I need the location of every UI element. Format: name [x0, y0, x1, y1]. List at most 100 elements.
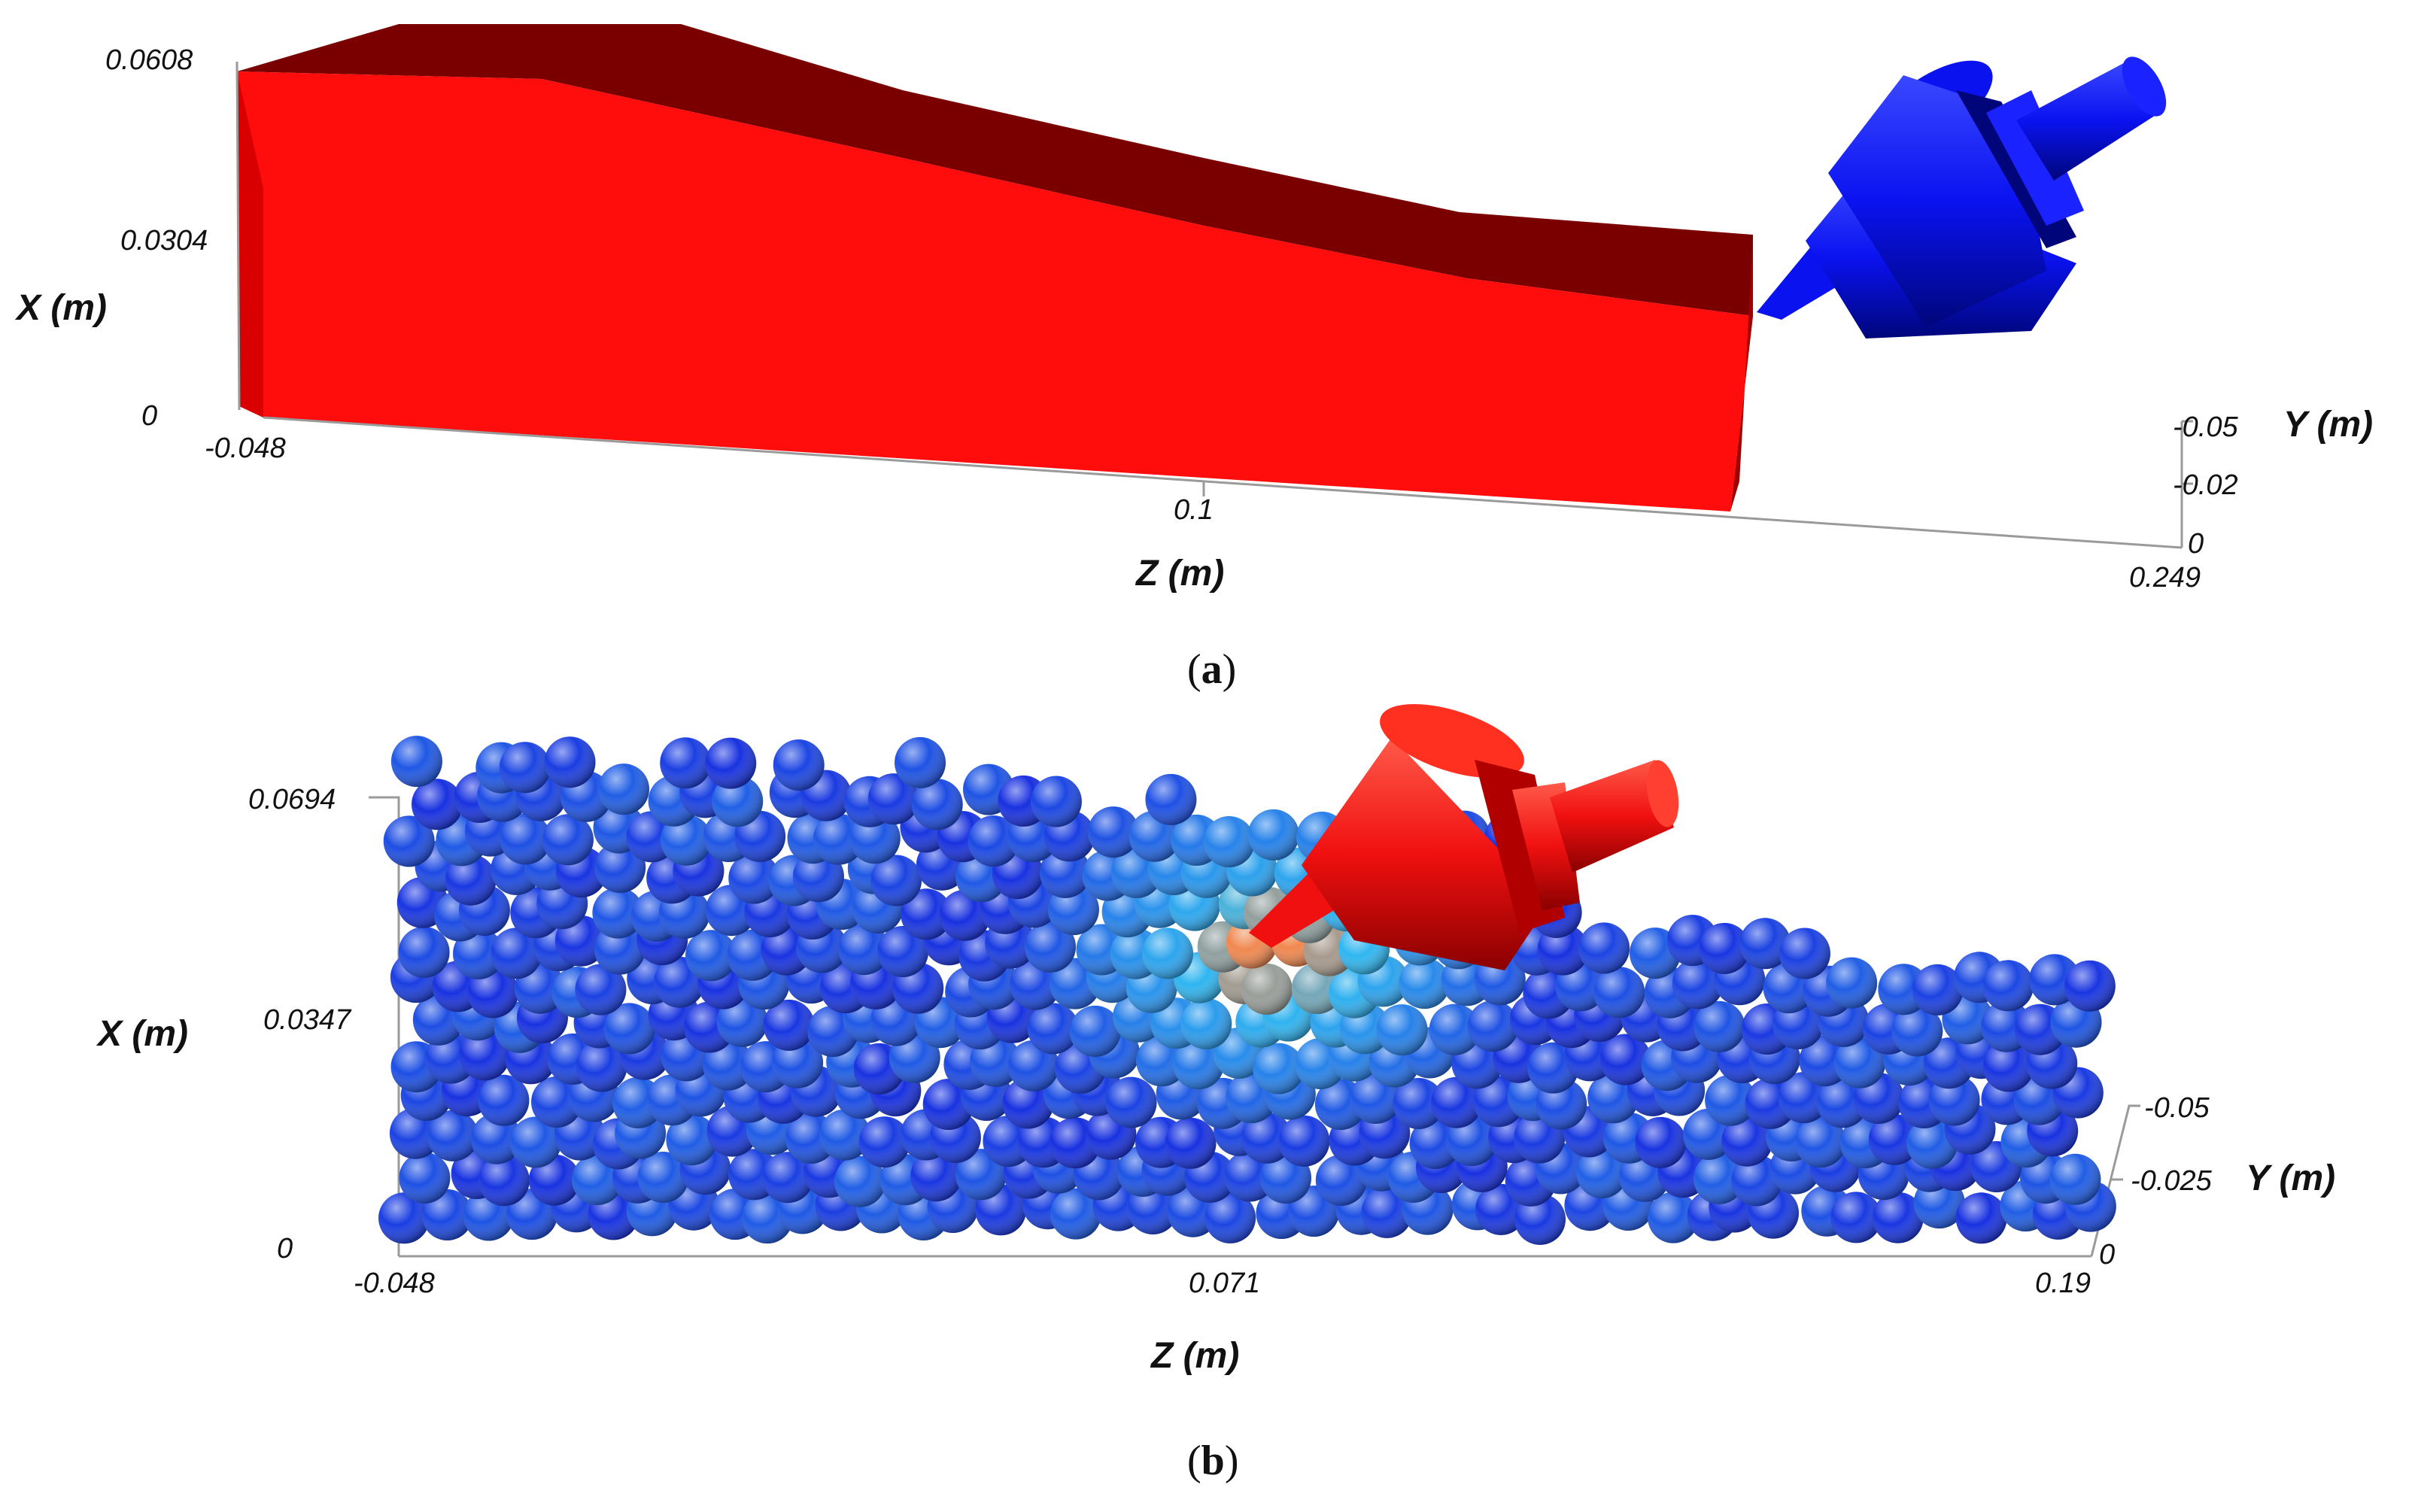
particle-shading — [1204, 1192, 1256, 1243]
particle-shading — [661, 814, 712, 866]
particle-shading — [592, 887, 644, 939]
y-axis-label-b: Y (m) — [2246, 1158, 2335, 1198]
particle-shading — [1241, 1112, 1293, 1164]
particle-shading — [1694, 1152, 1745, 1204]
particle-shading — [728, 852, 780, 904]
particle-shading — [470, 1113, 522, 1164]
particle-shading — [1731, 1155, 1782, 1207]
particle-bed — [378, 736, 2116, 1245]
y-tick-a-2: 0 — [2188, 528, 2204, 560]
particle-shading — [1891, 1005, 1943, 1057]
particle-shading — [1105, 1076, 1157, 1128]
z-tick-b-2: 0.19 — [2035, 1268, 2091, 1299]
z-tick-b-1: 0.071 — [1189, 1268, 1260, 1299]
z-axis-line-a — [263, 416, 2183, 549]
particle-shading — [421, 1189, 473, 1240]
particle-shading — [500, 813, 551, 865]
particle-shading — [399, 1152, 451, 1204]
x-axis-label-b: X (m) — [96, 1014, 188, 1054]
particle-shading — [968, 815, 1019, 867]
particle-shading — [1253, 1043, 1305, 1095]
particle-shading — [499, 742, 551, 794]
particle-shading — [867, 773, 919, 825]
particle-shading — [1868, 1113, 1920, 1165]
particle-shading — [378, 1192, 430, 1244]
particle-shading — [1027, 1003, 1079, 1055]
particle-shading — [544, 736, 596, 788]
particle-shading — [1241, 963, 1293, 1015]
particle-shading — [773, 739, 825, 791]
particle-shading — [1278, 1115, 1330, 1167]
particle-shading — [1514, 1193, 1566, 1245]
z-tick-a-1: 0.1 — [1174, 494, 1214, 526]
particle-shading — [467, 967, 519, 1019]
particle-shading — [1721, 1115, 1773, 1167]
particle-shading — [1165, 1117, 1217, 1169]
particle-shading — [858, 1116, 910, 1168]
x-axis-label-a: X (m) — [14, 288, 107, 328]
particle-shading — [1069, 1005, 1121, 1057]
particle-shading — [1087, 806, 1139, 858]
particle-shading — [542, 814, 594, 866]
particle-shading — [813, 813, 864, 865]
x-tick-a-0: 0.0608 — [105, 44, 193, 76]
y-axis-label-a: Y (m) — [2283, 405, 2373, 445]
particle-shading — [390, 736, 442, 788]
y-tick-b-2: 0 — [2099, 1239, 2115, 1271]
particle-shading — [716, 995, 768, 1047]
particle-shading — [1142, 928, 1193, 979]
particle-shading — [445, 854, 497, 906]
particle-shading — [895, 736, 946, 788]
particle-shading — [412, 779, 463, 830]
particle-shading — [1050, 1188, 1101, 1240]
particle-shading — [594, 923, 646, 975]
particle-shading — [1694, 1000, 1745, 1052]
particle-shading — [1578, 922, 1630, 974]
particle-shading — [1474, 954, 1526, 1006]
particle-shading — [510, 1116, 561, 1168]
z-axis-label-b: Z (m) — [1150, 1336, 1239, 1376]
particle-shading — [1467, 1000, 1519, 1052]
particle-shading — [598, 764, 649, 815]
particle-shading — [1173, 1038, 1224, 1090]
particle-shading — [712, 776, 764, 827]
z-tick-a-0: -0.048 — [205, 433, 286, 464]
particle-shading — [792, 851, 844, 903]
particle-shading — [705, 737, 757, 789]
particle-shading — [1834, 1037, 1886, 1088]
particle-shading — [1247, 809, 1299, 861]
y-tick-a-1: -0.02 — [2173, 469, 2238, 501]
z-tick-a-2: 0.249 — [2129, 562, 2201, 594]
particle-shading — [398, 926, 450, 978]
particle-shading — [911, 779, 963, 830]
particle-shading — [1705, 1074, 1757, 1126]
z-axis-label-a: Z (m) — [1135, 554, 1224, 594]
x-tick-a-2: 0 — [141, 400, 157, 432]
panel-a: 0.0608 0.0304 0 -0.048 0.1 0.249 -0.05 -… — [14, 24, 2373, 693]
particle-shading — [838, 924, 890, 976]
particle-shading — [427, 1110, 478, 1161]
particle-shading — [603, 1003, 655, 1055]
particle-shading — [1699, 922, 1751, 974]
particle-shading — [685, 930, 737, 982]
workpiece-top-face — [237, 24, 1753, 316]
particle-shading — [1982, 1040, 2034, 1092]
particle-shading — [901, 888, 952, 940]
particle-shading — [491, 928, 542, 979]
particle-shading — [819, 1109, 870, 1161]
particle-shading — [1830, 1192, 1882, 1243]
particle-shading — [1982, 960, 2034, 1012]
particle-shading — [1955, 1192, 2007, 1244]
particle-shading — [1224, 1150, 1276, 1202]
x-tick-b-0: 0.0694 — [248, 784, 336, 815]
particle-shading — [762, 1152, 814, 1204]
x-axis-line-a — [235, 61, 241, 411]
particle-shading — [1025, 921, 1076, 973]
particle-shading — [1779, 928, 1830, 979]
workpiece-front-face — [237, 71, 1753, 512]
x-tick-b-2: 0 — [277, 1233, 293, 1265]
caption-a: (a) — [1187, 646, 1236, 693]
particle-shading — [637, 1152, 689, 1203]
particle-shading — [1376, 1004, 1428, 1056]
